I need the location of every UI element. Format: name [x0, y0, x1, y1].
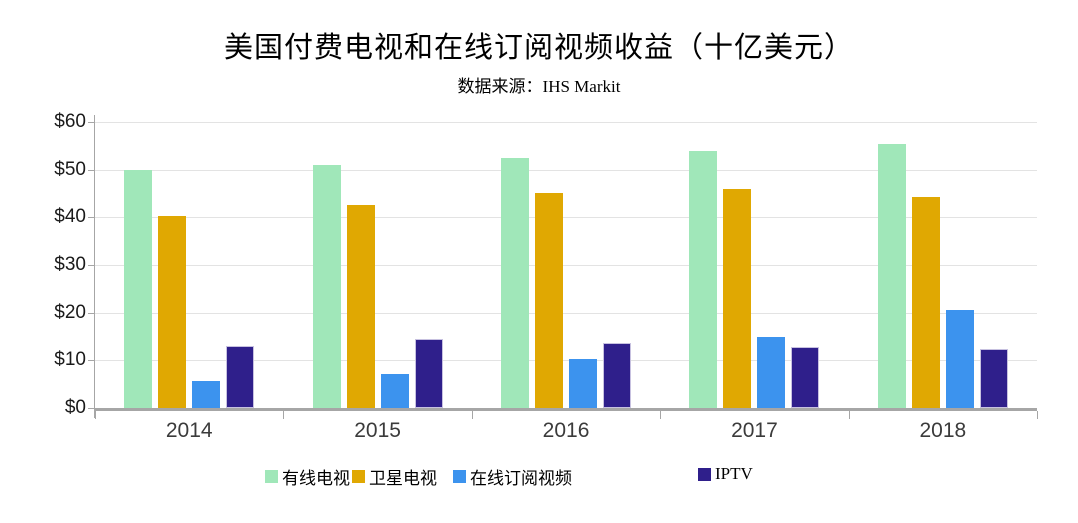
y-axis-tick: [88, 265, 95, 266]
x-axis-labels: 2014 2015 2016 2017 2018: [95, 419, 1037, 443]
legend-item-有线电视: 有线电视: [265, 464, 350, 489]
bar-group-2017: [660, 122, 848, 408]
y-axis-label: $30: [54, 254, 86, 275]
legend-swatch-icon: [352, 470, 365, 483]
gridline: [95, 312, 1037, 314]
legend: 有线电视 卫星电视 在线订阅视频 IPTV: [0, 464, 1078, 494]
bar-在线订阅视频-2016: [569, 358, 598, 408]
x-axis-label-2018: 2018: [919, 419, 967, 442]
x-axis-tick: [95, 411, 96, 419]
y-axis-tick: [88, 169, 95, 171]
x-axis-tick: [1037, 411, 1038, 419]
bar-卫星电视-2017: [723, 189, 752, 408]
bar-有线电视-2018: [877, 144, 906, 408]
chart-subtitle: 数据来源：IHS Markit: [457, 77, 621, 96]
gridline: [95, 265, 1037, 266]
bar-有线电视-2017: [689, 150, 718, 408]
bar-IPTV-2016: [603, 342, 632, 408]
y-axis-tick: [88, 122, 95, 123]
bar-有线电视-2015: [312, 164, 341, 408]
legend-label: IPTV: [715, 464, 753, 483]
bar-在线订阅视频-2014: [192, 380, 221, 408]
legend-swatch-icon: [265, 470, 278, 483]
y-axis-label: $10: [54, 349, 86, 371]
x-axis-label-2017: 2017: [731, 419, 778, 442]
legend-label: 卫星电视: [369, 469, 437, 488]
x-axis-tick: [848, 411, 850, 419]
gridline: [95, 360, 1037, 362]
bar-在线订阅视频-2017: [757, 337, 786, 408]
bar-卫星电视-2018: [911, 196, 940, 408]
legend-label: 在线订阅视频: [470, 469, 572, 488]
y-axis-tick: [88, 360, 95, 362]
y-axis-label: $40: [54, 206, 86, 228]
x-axis-tick: [660, 411, 662, 419]
bar-在线订阅视频-2018: [945, 309, 974, 408]
bar-卫星电视-2016: [535, 193, 564, 408]
y-axis: $0 $10 $20 $30 $40 $50 $60: [0, 0, 86, 523]
plot-area: [88, 115, 1038, 419]
bar-group-2016: [472, 122, 660, 408]
y-axis-label: $0: [64, 397, 86, 418]
y-axis-tick: [88, 312, 95, 314]
bar-IPTV-2018: [979, 348, 1008, 408]
y-axis-label: $50: [54, 158, 86, 180]
y-axis-tick: [88, 217, 95, 219]
y-axis-tick: [88, 408, 95, 409]
bar-有线电视-2016: [501, 157, 530, 408]
gridline: [95, 169, 1037, 171]
legend-swatch-icon: [453, 470, 466, 483]
x-axis-tick: [471, 411, 473, 419]
legend-item-IPTV: IPTV: [698, 464, 753, 484]
gridline: [95, 217, 1037, 219]
legend-swatch-icon: [698, 467, 711, 481]
y-axis-label: $60: [54, 111, 86, 132]
bar-有线电视-2014: [124, 169, 153, 408]
x-axis-tick: [283, 411, 285, 419]
bar-group-2015: [283, 122, 471, 408]
x-axis-line: [95, 408, 1037, 411]
x-axis-label-2016: 2016: [542, 419, 590, 442]
bar-group-2014: [95, 122, 283, 408]
legend-item-卫星电视: 卫星电视: [352, 464, 437, 489]
bar-IPTV-2015: [414, 338, 443, 408]
legend-item-在线订阅视频: 在线订阅视频: [453, 464, 572, 489]
y-axis-label: $20: [54, 301, 86, 323]
chart-title: 美国付费电视和在线订阅视频收益（十亿美元）: [223, 32, 854, 64]
x-axis-label-2014: 2014: [165, 419, 213, 442]
legend-label: 有线电视: [282, 469, 350, 488]
bar-卫星电视-2014: [158, 215, 187, 408]
bar-groups: [95, 122, 1037, 408]
bar-卫星电视-2015: [346, 204, 375, 408]
bar-IPTV-2014: [226, 346, 255, 408]
bar-在线订阅视频-2015: [380, 374, 409, 408]
bar-IPTV-2017: [791, 346, 820, 408]
y-axis-line: [94, 115, 95, 418]
x-axis-label-2015: 2015: [354, 419, 401, 442]
gridline: [95, 122, 1037, 123]
bar-group-2018: [849, 122, 1037, 408]
